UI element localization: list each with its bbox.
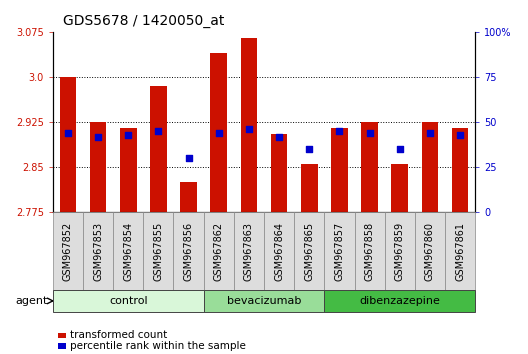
Bar [60,77,76,212]
Text: GSM967855: GSM967855 [154,222,163,281]
Point [426,130,434,136]
Text: GSM967864: GSM967864 [274,222,284,281]
Point [64,130,72,136]
Text: GDS5678 / 1420050_at: GDS5678 / 1420050_at [63,14,225,28]
Text: dibenzazepine: dibenzazepine [360,296,440,306]
Point [275,134,284,139]
Bar [452,128,468,212]
Point [244,126,253,132]
Text: GSM967863: GSM967863 [244,222,254,281]
Bar [331,128,348,212]
Text: bevacizumab: bevacizumab [227,296,301,306]
Text: GSM967865: GSM967865 [304,222,314,281]
Point [305,147,314,152]
Text: agent: agent [15,296,48,306]
Text: GSM967861: GSM967861 [455,222,465,281]
Text: GSM967853: GSM967853 [93,222,103,281]
Bar [391,164,408,212]
Text: control: control [109,296,147,306]
Bar [361,122,378,212]
Text: GSM967858: GSM967858 [365,222,374,281]
Point [365,130,374,136]
Bar [301,164,317,212]
Text: GSM967859: GSM967859 [395,222,405,281]
Point [124,132,133,138]
Text: GSM967856: GSM967856 [184,222,194,281]
Bar [211,53,227,212]
Point [184,155,193,161]
Bar [90,122,106,212]
Bar [120,128,137,212]
Text: percentile rank within the sample: percentile rank within the sample [70,341,246,351]
Bar [271,134,287,212]
Text: GSM967857: GSM967857 [334,222,344,281]
Text: GSM967854: GSM967854 [123,222,133,281]
Text: transformed count: transformed count [70,330,167,341]
Bar [241,38,257,212]
Bar [422,122,438,212]
Bar [180,182,197,212]
Point [94,134,102,139]
Point [335,129,344,134]
Point [395,147,404,152]
Point [214,130,223,136]
Point [456,132,464,138]
Text: GSM967860: GSM967860 [425,222,435,281]
Bar [150,86,167,212]
Point [154,129,163,134]
Text: GSM967852: GSM967852 [63,222,73,281]
Text: GSM967862: GSM967862 [214,222,224,281]
